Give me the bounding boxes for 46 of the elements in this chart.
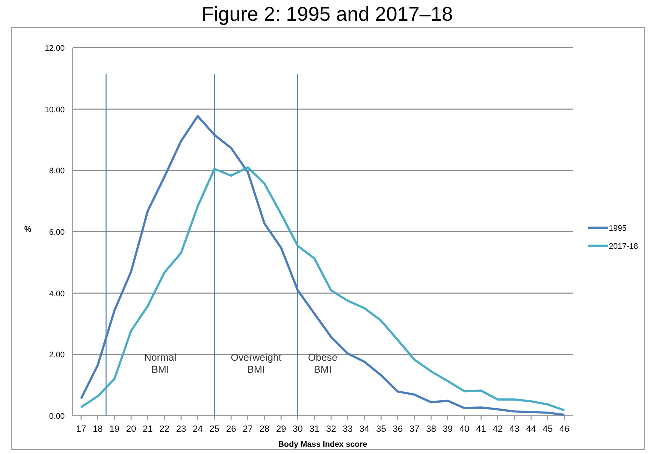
legend-label: 2017-18 xyxy=(609,242,639,251)
y-axis-title: % xyxy=(24,225,32,234)
x-tick-label: 23 xyxy=(176,424,186,434)
x-tick-label: 46 xyxy=(560,424,570,434)
x-tick-label: 25 xyxy=(210,424,220,434)
y-tick-label: 6.00 xyxy=(49,228,66,237)
x-tick-label: 21 xyxy=(142,424,154,434)
x-tick-label: 41 xyxy=(476,424,486,434)
annotation: Normal BMI xyxy=(144,353,177,376)
x-tick-label: 30 xyxy=(292,424,304,434)
y-tick-label: 10.00 xyxy=(44,105,66,114)
line-series xyxy=(80,166,566,412)
y-tick-label: 2.00 xyxy=(49,350,66,360)
x-tick-label: 37 xyxy=(410,424,420,434)
x-tick-label: 19 xyxy=(110,424,120,434)
x-tick-label: 22 xyxy=(160,424,170,434)
x-tick-label: 36 xyxy=(392,424,404,434)
x-tick-label: 40 xyxy=(460,424,470,434)
x-tick-label: 26 xyxy=(226,424,236,434)
y-tick-label: 4.00 xyxy=(49,289,66,298)
x-tick-label: 38 xyxy=(426,424,436,434)
x-axis-title: Body Mass Index score xyxy=(278,440,368,449)
x-tick-label: 33 xyxy=(342,424,354,434)
chart-title: Figure 2: 1995 and 2017–18 xyxy=(202,4,454,26)
x-tick-label: 31 xyxy=(310,424,320,434)
x-tick-label: 20 xyxy=(126,424,136,434)
x-tick-label: 18 xyxy=(92,424,104,434)
annotation: Overweight BMI xyxy=(231,353,282,376)
x-tick-label: 44 xyxy=(526,424,536,434)
y-tick-label: 12.00 xyxy=(44,44,66,53)
x-tick-label: 39 xyxy=(442,424,454,434)
y-tick-label: 0.00 xyxy=(49,412,66,421)
x-tick-label: 29 xyxy=(276,424,286,434)
x-tick-label: 45 xyxy=(542,424,554,434)
legend-label: 1995 xyxy=(609,224,628,233)
x-tick-label: 28 xyxy=(260,424,270,434)
y-tick-label: 8.00 xyxy=(49,166,66,176)
x-tick-label: 17 xyxy=(76,424,86,434)
annotation: Obese BMI xyxy=(308,353,338,376)
x-tick-label: 42 xyxy=(492,424,504,434)
x-tick-label: 24 xyxy=(192,424,204,434)
x-tick-label: 32 xyxy=(326,424,336,434)
x-tick-label: 34 xyxy=(360,424,370,434)
x-tick-label: 27 xyxy=(242,424,254,434)
x-tick-label: 35 xyxy=(376,424,386,434)
x-tick-label: 43 xyxy=(510,424,520,434)
